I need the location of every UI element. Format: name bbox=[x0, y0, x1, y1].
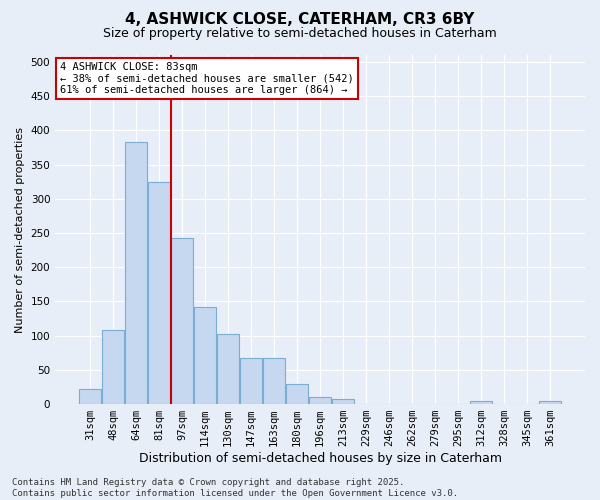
Bar bbox=[171, 238, 193, 404]
Text: Contains HM Land Registry data © Crown copyright and database right 2025.
Contai: Contains HM Land Registry data © Crown c… bbox=[12, 478, 458, 498]
Text: 4, ASHWICK CLOSE, CATERHAM, CR3 6BY: 4, ASHWICK CLOSE, CATERHAM, CR3 6BY bbox=[125, 12, 475, 28]
Bar bbox=[332, 398, 354, 404]
Text: Size of property relative to semi-detached houses in Caterham: Size of property relative to semi-detach… bbox=[103, 28, 497, 40]
Bar bbox=[102, 330, 124, 404]
Bar bbox=[240, 358, 262, 404]
Text: 4 ASHWICK CLOSE: 83sqm
← 38% of semi-detached houses are smaller (542)
61% of se: 4 ASHWICK CLOSE: 83sqm ← 38% of semi-det… bbox=[61, 62, 354, 95]
Bar bbox=[125, 142, 147, 404]
X-axis label: Distribution of semi-detached houses by size in Caterham: Distribution of semi-detached houses by … bbox=[139, 452, 502, 465]
Bar bbox=[263, 358, 285, 404]
Bar bbox=[194, 307, 216, 404]
Bar bbox=[148, 182, 170, 404]
Bar bbox=[309, 397, 331, 404]
Bar bbox=[539, 400, 561, 404]
Bar bbox=[217, 334, 239, 404]
Bar bbox=[79, 389, 101, 404]
Bar bbox=[286, 384, 308, 404]
Bar bbox=[470, 400, 492, 404]
Y-axis label: Number of semi-detached properties: Number of semi-detached properties bbox=[15, 126, 25, 332]
